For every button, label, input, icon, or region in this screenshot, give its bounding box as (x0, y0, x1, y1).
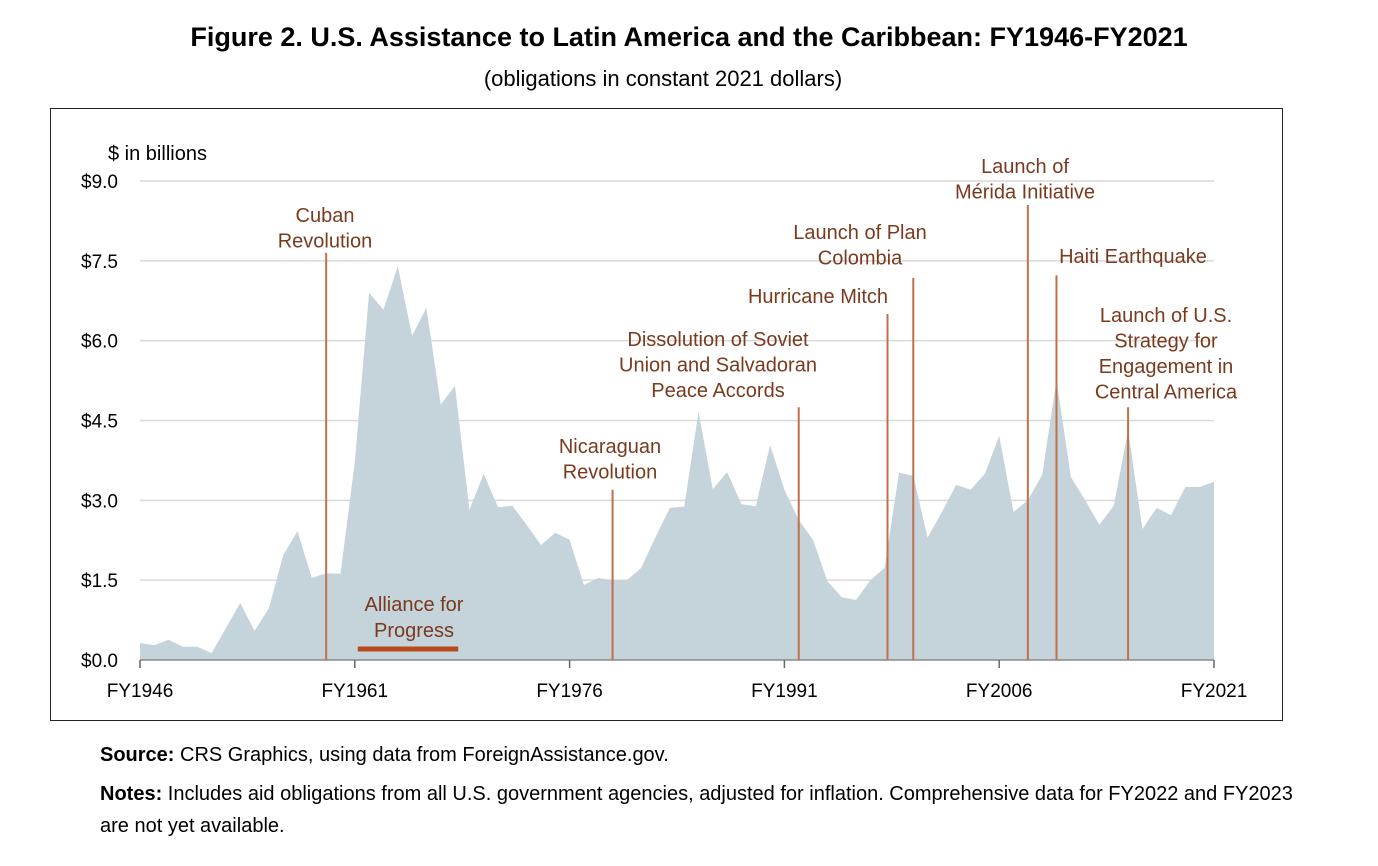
source-note: Source: CRS Graphics, using data from Fo… (100, 744, 669, 767)
annotation-label: Revolution (278, 231, 373, 253)
annotation-label: Colombia (818, 248, 903, 270)
x-tick-label: FY2021 (1181, 681, 1248, 702)
annotation-label: Mérida Initiative (955, 182, 1095, 204)
y-axis-label: $ in billions (108, 143, 207, 165)
notes-label: Notes: (100, 783, 163, 805)
period-label: Alliance for (365, 594, 464, 616)
x-tick-label: FY2006 (966, 681, 1033, 702)
annotation-label: Strategy for (1114, 331, 1218, 353)
source-text: CRS Graphics, using data from ForeignAss… (174, 744, 669, 766)
y-tick-label: $4.5 (81, 412, 118, 433)
y-tick-label: $3.0 (81, 491, 118, 512)
y-tick-label: $7.5 (81, 252, 118, 273)
x-tick-label: FY1961 (322, 681, 389, 702)
annotation-label: Dissolution of Soviet (627, 329, 809, 351)
notes: Notes: Includes aid obligations from all… (100, 778, 1300, 842)
chart-subtitle: (obligations in constant 2021 dollars) (483, 66, 843, 91)
x-tick-label: FY1976 (536, 681, 603, 702)
annotation-label: Union and Salvadoran (619, 355, 817, 377)
annotation-label: Cuban (296, 205, 355, 227)
chart-title: Figure 2. U.S. Assistance to Latin Ameri… (190, 22, 1188, 52)
annotation-label: Peace Accords (651, 380, 784, 402)
annotation-label: Engagement in (1099, 356, 1234, 378)
y-tick-label: $0.0 (81, 651, 118, 672)
annotation-label: Haiti Earthquake (1059, 246, 1207, 268)
y-tick-label: $6.0 (81, 332, 118, 353)
x-tick-label: FY1946 (107, 681, 174, 702)
y-tick-label: $1.5 (81, 571, 118, 592)
annotation-label: Central America (1095, 382, 1238, 404)
annotation-label: Hurricane Mitch (748, 286, 888, 308)
annotation-label: Revolution (563, 462, 658, 484)
period-label: Progress (374, 620, 454, 642)
y-tick-label: $9.0 (81, 172, 118, 193)
chart-frame (50, 108, 1283, 721)
source-label: Source: (100, 744, 175, 766)
annotation-label: Launch of U.S. (1100, 305, 1232, 327)
x-tick-label: FY1991 (751, 681, 818, 702)
assistance-area (140, 266, 1214, 660)
annotation-label: Launch of (981, 156, 1069, 178)
annotation-label: Launch of Plan (793, 222, 926, 244)
notes-text: Includes aid obligations from all U.S. g… (100, 783, 1293, 837)
annotation-label: Nicaraguan (559, 436, 661, 458)
